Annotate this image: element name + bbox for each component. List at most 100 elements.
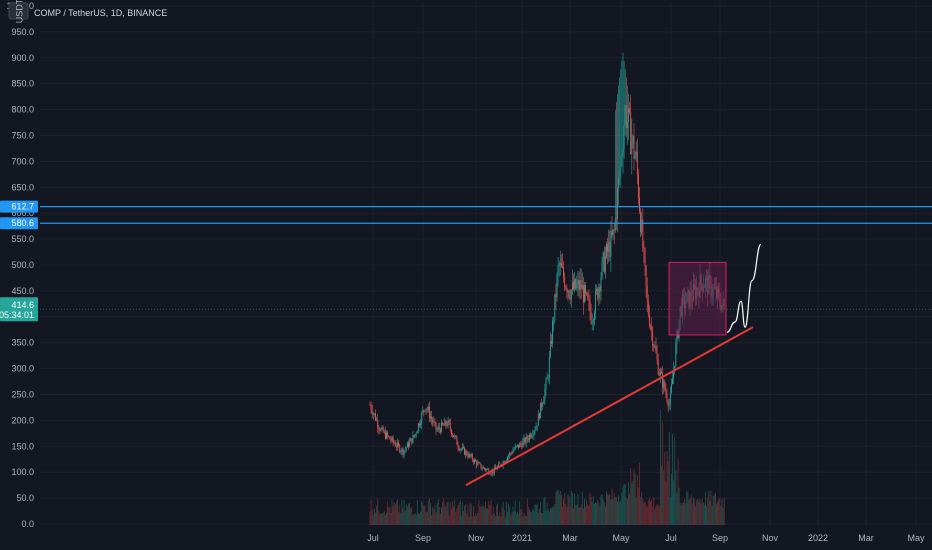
volume-bar — [578, 507, 580, 525]
volume-bar — [721, 499, 723, 525]
candle-body — [459, 448, 461, 451]
currency-badge-label: USDT — [15, 0, 25, 23]
x-tick-label: Nov — [762, 533, 779, 543]
volume-bar — [398, 512, 400, 525]
volume-bar — [485, 501, 486, 525]
candle-body — [672, 378, 673, 385]
candle-body — [643, 247, 645, 249]
candlestick-series — [369, 52, 725, 478]
candle-body — [553, 320, 555, 322]
volume-bar — [460, 515, 462, 525]
volume-bar — [703, 505, 705, 525]
volume-bar — [459, 500, 461, 525]
candle-body — [498, 463, 500, 467]
candle-body — [661, 371, 662, 374]
y-tick-label: 300.0 — [11, 364, 34, 374]
candle-body — [587, 293, 589, 299]
price-axis[interactable]: 0.050.0100.0150.0200.0250.0300.0350.0400… — [6, 1, 34, 529]
volume-bar — [620, 500, 622, 525]
candle-body — [500, 463, 502, 466]
candle-body — [516, 444, 518, 446]
candle-body — [654, 346, 656, 348]
candle-body — [421, 412, 423, 424]
volume-bar — [555, 491, 557, 525]
volume-bar — [712, 495, 714, 525]
candle-body — [390, 439, 392, 441]
projection-path[interactable] — [726, 243, 762, 333]
volume-bar — [461, 502, 463, 525]
candle-body — [402, 448, 404, 455]
candle-body — [485, 468, 486, 471]
candle-body — [524, 438, 526, 444]
volume-bar — [689, 498, 691, 525]
candle-body — [400, 451, 402, 453]
candle-body — [419, 423, 420, 426]
candle-body — [557, 265, 559, 276]
volume-bar — [663, 469, 665, 525]
candle-body — [547, 377, 549, 379]
range-box[interactable] — [668, 261, 727, 336]
candle-body — [445, 420, 447, 426]
candle-body — [675, 344, 677, 366]
candle-body — [466, 451, 468, 456]
volume-bar — [633, 468, 635, 525]
y-tick-label: 750.0 — [11, 131, 34, 141]
volume-bar — [543, 498, 545, 525]
volume-bar — [607, 494, 609, 525]
candle-body — [388, 435, 390, 437]
volume-bar — [637, 487, 639, 525]
candle-body — [599, 286, 601, 292]
trend-line[interactable] — [465, 326, 754, 487]
volume-bar — [410, 508, 412, 525]
candle-body — [411, 438, 413, 444]
current-price-tag-countdown: 05:34:01 — [0, 310, 34, 320]
volume-bar — [422, 503, 424, 525]
candle-body — [435, 422, 437, 431]
volume-bar — [548, 511, 550, 525]
candle-body — [658, 374, 660, 376]
candle-body — [434, 421, 436, 423]
volume-bar — [468, 517, 470, 525]
volume-bar — [632, 480, 634, 525]
time-axis[interactable]: Jul Sep Nov 2021 Mar May Jul Sep Nov 2022 Mar May — [367, 533, 925, 543]
volume-bar — [540, 501, 541, 525]
candle-body — [651, 327, 653, 331]
candle-body — [640, 211, 642, 233]
candle-body — [617, 188, 618, 219]
volume-bar — [412, 515, 414, 525]
volume-bar — [523, 513, 525, 525]
volume-bar — [542, 513, 544, 525]
candle-body — [676, 331, 678, 345]
volume-bar — [371, 509, 373, 525]
volume-bar — [465, 503, 467, 525]
volume-bar — [512, 506, 514, 525]
volume-bar — [683, 502, 684, 525]
volume-bar — [449, 501, 451, 525]
candle-body — [393, 442, 395, 444]
volume-bar — [614, 497, 616, 525]
y-tick-label: 700.0 — [11, 156, 34, 166]
volume-bar — [639, 462, 640, 525]
volume-bar — [402, 508, 404, 525]
volume-bar — [518, 514, 519, 525]
x-tick-label: Nov — [468, 533, 485, 543]
volume-bar — [445, 507, 447, 525]
x-tick-label: Mar — [858, 533, 874, 543]
volume-bar — [576, 505, 578, 525]
candle-body — [477, 462, 479, 466]
volume-bar — [507, 511, 508, 525]
drawings[interactable] — [40, 205, 932, 487]
candle-body — [531, 435, 533, 438]
x-tick-label: Jul — [665, 533, 677, 543]
volume-bar — [672, 433, 673, 525]
current-price-tag — [0, 297, 38, 322]
currency-badge[interactable] — [8, 2, 29, 20]
volume-bar — [720, 505, 722, 525]
candle-body — [621, 153, 623, 157]
volume-bar — [395, 501, 397, 525]
candle-body — [535, 427, 537, 431]
candle-body — [555, 294, 557, 297]
volume-bar — [494, 516, 496, 525]
